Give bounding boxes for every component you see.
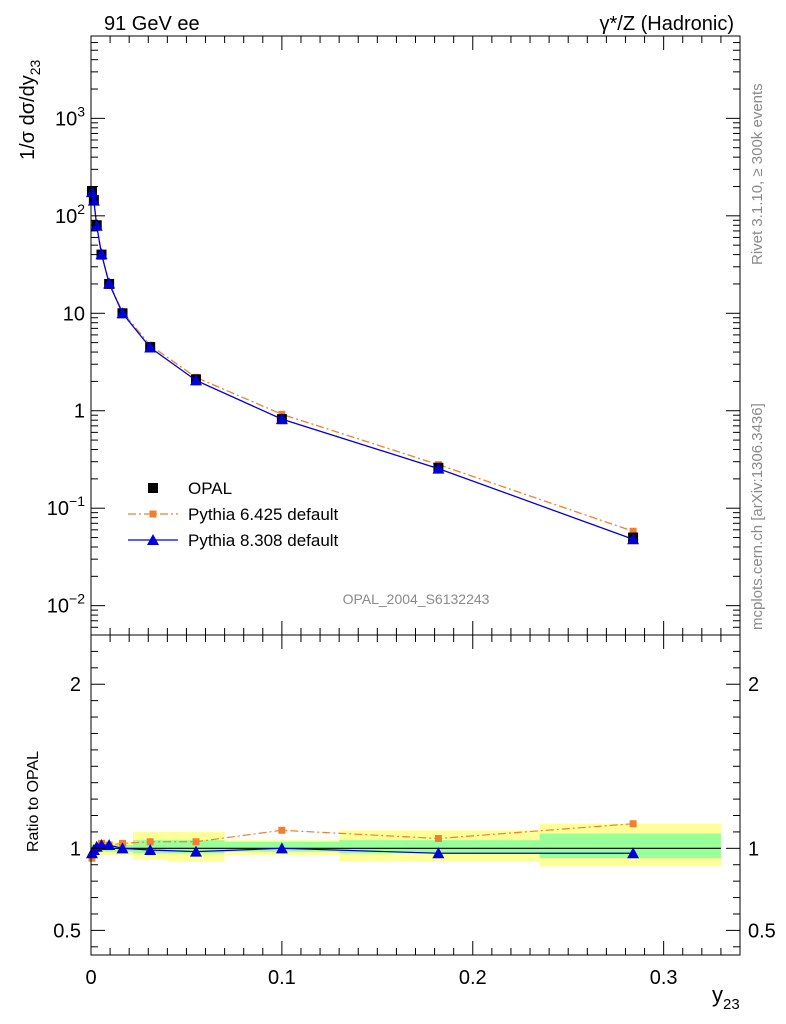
ratio-y-tick-label-right-2: 2 [748,674,759,696]
pythia-8-308-default-point-6 [144,341,157,353]
main-y-tick-label-exponent: 2 [77,201,85,217]
x-tick-label-0: 0 [85,967,96,989]
main-y-tick-label-base: 10 [55,108,77,130]
legend-label-1: Pythia 6.425 default [188,505,339,524]
ratio-pythia-8-308-default-point-7 [189,845,202,857]
ratio-pythia-6-425-default-point-8 [278,826,286,834]
ratio-pythia-8-308-default-point-9 [432,847,445,859]
ratio-pythia-8-308-default-point-3 [95,839,108,851]
legend-marker-point-2 [147,534,159,545]
ratio-panel-axes: 0.5 0.5 1 1 2 2 0 0.1 0.2 0.3 [53,634,776,989]
ratio-pythia-8-308-default-point-6 [144,843,157,855]
pythia-8-308-default-point-7 [189,374,202,386]
main-y-tick-label-0: 10−2 [47,591,85,618]
legend-marker-point-0 [148,483,158,493]
pythia-8-308-default-point-0 [85,186,98,198]
pythia-8-308-default-line [91,191,634,540]
main-y-tick-label-2: 1 [74,401,85,423]
ratio-panel-frame [90,634,741,956]
header-left-label: 91 GeV ee [104,13,200,35]
ratio-pythia-8-308-default-point-8 [275,842,288,854]
analysis-id-label: OPAL_2004_S6132243 [343,591,490,607]
main-y-tick-label-base: 10 [47,498,69,520]
main-y-tick-label-exponent: 3 [77,103,85,119]
main-y-tick-label-3: 10 [63,303,85,325]
pythia-8-308-default-point-10 [627,533,640,545]
main-y-tick-label-base: 10 [55,206,77,228]
ratio-y-tick-label-0: 0.5 [53,920,81,942]
pythia-8-308-default-point-9 [432,462,445,474]
main-y-tick-label-base: 10 [47,596,69,618]
x-axis-label: y23 [712,982,740,1013]
ratio-y-tick-label-right-1: 1 [748,838,759,860]
pythia-8-308-default-point-3 [95,248,108,260]
pythia-8-308-default-point-8 [275,413,288,425]
main-y-tick-label-exponent: −1 [69,493,85,509]
ratio-pythia-6-425-default-point-6 [146,838,154,846]
ratio-y-tick-label-2: 2 [70,674,81,696]
rivet-version-label: Rivet 3.1.10, ≥ 300k events [749,83,766,265]
legend-label-2: Pythia 8.308 default [188,531,339,550]
ratio-pythia-8-308-default-point-5 [116,842,129,854]
ratio-pythia-6-425-default-point-7 [192,838,200,846]
ratio-y-tick-label-right-0: 0.5 [748,920,776,942]
x-axis-label-subscript: 23 [723,996,740,1013]
ratio-panel-series [85,820,721,862]
ratio-pythia-6-425-default-point-10 [629,820,637,828]
legend: OPAL Pythia 6.425 default Pythia 8.308 def… [128,479,339,550]
x-tick-label-3: 0.3 [650,967,678,989]
ratio-pythia-6-425-default-point-9 [434,834,442,842]
x-tick-label-1: 0.1 [268,967,296,989]
main-y-tick-label-base: 1 [74,401,85,423]
ratio-pythia-8-308-default-point-4 [103,839,116,851]
pythia-8-308-default-point-4 [103,277,116,289]
pythia-8-308-default-point-5 [116,307,129,319]
ratio-uncertainty-bands [91,823,721,867]
main-panel-series [85,185,640,545]
main-y-tick-label-4: 102 [55,201,85,228]
header-right-label: γ*/Z (Hadronic) [600,13,734,35]
pythia-6-425-default-line [91,193,634,532]
legend-marker-point-1 [149,510,157,518]
ratio-y-axis-label: Ratio to OPAL [25,751,42,852]
stat-uncertainty-band-9 [339,840,540,854]
main-y-tick-label-5: 103 [55,103,85,130]
mcplots-citation-label: mcplots.cern.ch [arXiv:1306.3436] [749,403,766,630]
main-y-tick-label-1: 10−1 [47,493,85,520]
ratio-pythia-8-308-default-point-10 [627,847,640,859]
main-y-tick-label-exponent: −2 [69,591,85,607]
main-y-axis-label-text: 1/σ dσ/dy [17,75,39,160]
x-axis-label-text: y [712,982,723,1007]
pythia-6-425-default-point-10 [629,527,637,535]
x-tick-label-2: 0.2 [459,967,487,989]
main-y-tick-label-base: 10 [63,303,85,325]
main-y-axis-label: 1/σ dσ/dy23 [17,59,43,160]
legend-label-0: OPAL [188,479,232,498]
main-y-axis-label-subscript: 23 [27,59,43,75]
ratio-y-tick-label-1: 1 [70,838,81,860]
